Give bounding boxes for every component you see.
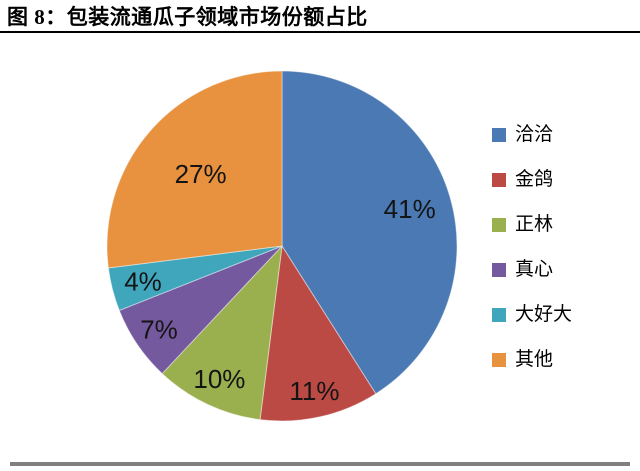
legend-item-3: 正林	[492, 214, 572, 236]
slice-label-6: 27%	[175, 159, 227, 189]
pie-chart-area: 41% 11% 10% 7% 4% 27% 洽洽金鸽正林真心大好大其他	[0, 40, 640, 460]
legend-item-6: 其他	[492, 349, 572, 371]
slice-label-4: 7%	[140, 315, 178, 345]
chart-legend: 洽洽金鸽正林真心大好大其他	[492, 124, 572, 394]
pie-slice-1	[281, 70, 458, 395]
legend-swatch-icon	[492, 173, 506, 187]
legend-label: 真心	[515, 259, 554, 280]
figure-title: 图 8：包装流通瓜子领域市场份额占比	[7, 5, 368, 29]
legend-swatch-icon	[492, 308, 506, 322]
slice-label-5: 4%	[124, 267, 162, 297]
legend-label: 正林	[515, 214, 554, 235]
pie-slice-6	[106, 70, 283, 269]
slice-label-3: 10%	[193, 364, 245, 394]
legend-label: 洽洽	[515, 124, 554, 145]
slice-label-1: 41%	[384, 194, 436, 224]
legend-swatch-icon	[492, 353, 506, 367]
legend-item-5: 大好大	[492, 304, 572, 326]
legend-label: 大好大	[515, 304, 573, 325]
legend-label: 其他	[515, 349, 554, 370]
legend-label: 金鸽	[515, 169, 554, 190]
legend-item-2: 金鸽	[492, 169, 572, 191]
pie-slice-3	[161, 244, 283, 421]
legend-swatch-icon	[492, 218, 506, 232]
title-underline	[0, 31, 640, 33]
pie-slice-2	[259, 244, 377, 422]
legend-swatch-icon	[492, 263, 506, 277]
legend-swatch-icon	[492, 128, 506, 142]
slice-label-2: 11%	[289, 376, 339, 406]
pie-slice-4	[118, 245, 283, 375]
pie-slice-5	[107, 245, 283, 312]
bottom-divider	[10, 462, 630, 466]
legend-item-1: 洽洽	[492, 124, 572, 146]
legend-item-4: 真心	[492, 259, 572, 281]
pie-chart: 41% 11% 10% 7% 4% 27%	[106, 70, 458, 422]
